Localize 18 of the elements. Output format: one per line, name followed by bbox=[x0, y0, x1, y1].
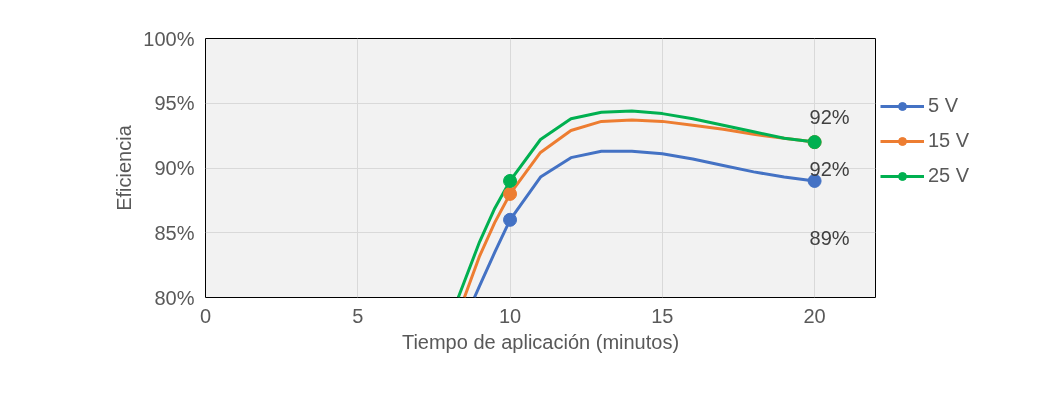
y-tick-label: 95% bbox=[154, 92, 195, 115]
data-label: 92% bbox=[809, 158, 850, 181]
legend-label: 25 V bbox=[928, 164, 970, 187]
y-tick-label: 100% bbox=[143, 27, 195, 50]
data-label: 92% bbox=[809, 106, 850, 129]
y-axis-title: Eficiencia bbox=[113, 124, 136, 211]
x-tick-label: 20 bbox=[803, 304, 826, 327]
data-label: 89% bbox=[809, 226, 850, 249]
y-tick-label: 85% bbox=[154, 221, 195, 244]
legend-label: 15 V bbox=[928, 129, 970, 152]
x-tick-label: 10 bbox=[498, 304, 522, 327]
x-tick-label: 15 bbox=[651, 304, 674, 327]
x-tick-label: 5 bbox=[352, 304, 364, 327]
x-axis-title: Tiempo de aplicación (minutos) bbox=[401, 330, 680, 353]
y-tick-label: 90% bbox=[154, 157, 195, 179]
legend-label: 5 V bbox=[928, 94, 959, 117]
x-tick-label: 0 bbox=[199, 304, 212, 327]
y-tick-label: 80% bbox=[154, 286, 195, 309]
